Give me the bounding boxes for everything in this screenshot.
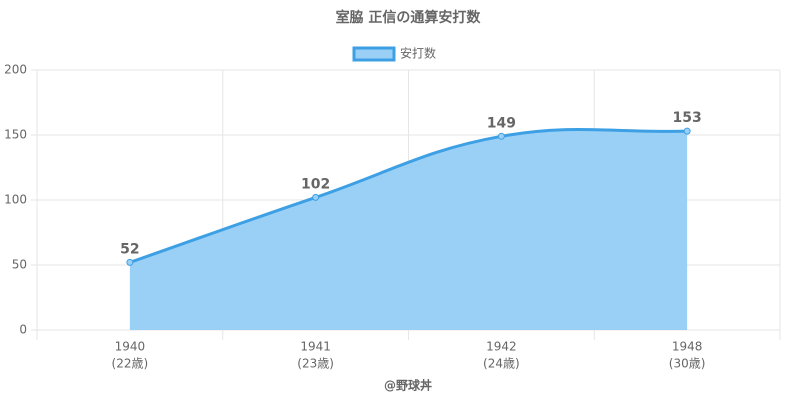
x-tick-label: 1948 [672, 340, 703, 354]
y-tick-label: 100 [4, 193, 27, 207]
area-fill [129, 129, 688, 330]
point [683, 127, 691, 135]
legend-swatch [352, 46, 396, 62]
y-tick-label: 150 [4, 128, 27, 142]
x-tick-label: 1940 [115, 340, 146, 354]
data-label: 52 [120, 241, 139, 257]
x-tick-sublabel: (30歳) [669, 357, 706, 371]
point [497, 132, 505, 140]
legend-label: 安打数 [400, 46, 436, 61]
data-label: 149 [487, 115, 516, 131]
x-tick-sublabel: (22歳) [112, 357, 149, 371]
data-label: 102 [301, 176, 330, 192]
point [126, 258, 134, 266]
x-tick-sublabel: (24歳) [483, 357, 520, 371]
line [129, 127, 688, 264]
x-tick-sublabel: (23歳) [297, 357, 334, 371]
footer: @野球丼 [384, 378, 432, 393]
point [312, 193, 320, 201]
x-tick-label: 1942 [486, 340, 517, 354]
y-tick-label: 50 [12, 258, 27, 272]
data-label: 153 [673, 110, 702, 126]
chart-title: 室脇 正信の通算安打数 [336, 9, 482, 26]
y-tick-label: 0 [19, 323, 27, 337]
x-tick-label: 1941 [300, 340, 331, 354]
y-tick-label: 200 [4, 63, 27, 77]
